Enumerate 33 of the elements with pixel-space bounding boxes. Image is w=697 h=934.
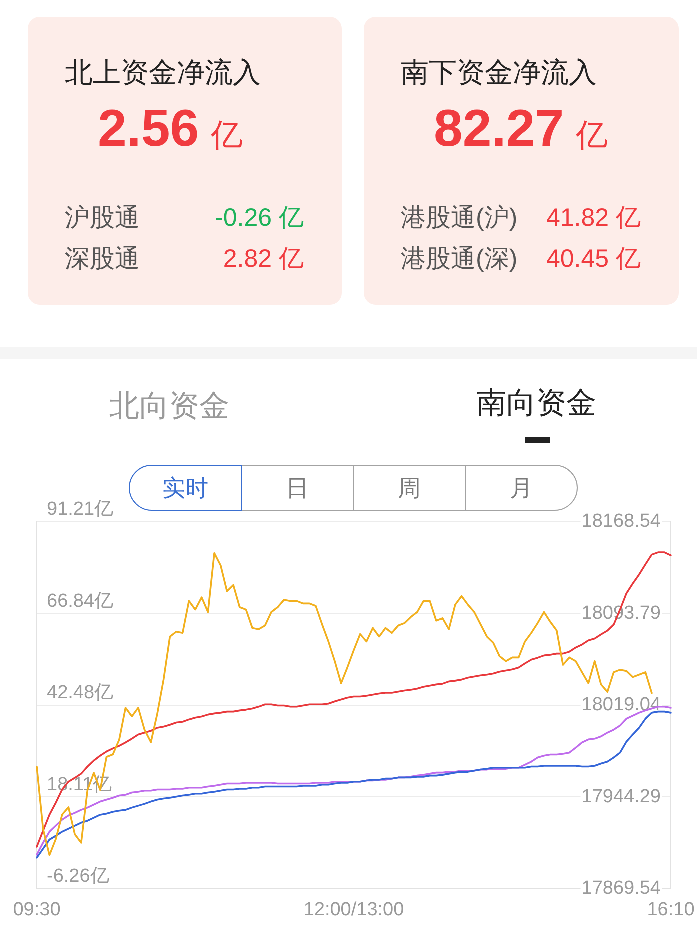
data-label: 41.82 亿 [546, 204, 641, 232]
data-label: 2.82 亿 [223, 245, 304, 273]
y-tick-label: 42.48亿 [47, 682, 114, 704]
y2-tick-label: 18168.54 [582, 511, 662, 532]
text: 南下资金净流入 [401, 57, 597, 88]
y2-tick-label: 17869.54 [582, 878, 662, 900]
category-label: 深股通 [65, 245, 140, 273]
y-tick-label: -6.26亿 [47, 866, 110, 888]
x-tick-label: 16:10 [647, 900, 695, 921]
y-tick-label: 66.84亿 [47, 590, 114, 612]
x-tick-label: 09:30 [13, 900, 61, 921]
category-label: 周 [398, 474, 421, 502]
category-label: 北向资金 [110, 390, 230, 423]
text: 北上资金净流入 [65, 57, 261, 88]
y2-tick-label: 17944.29 [582, 786, 661, 808]
text: 2.56 亿 [98, 100, 244, 158]
text: 82.27 亿 [434, 100, 608, 158]
data-label: -0.26 亿 [215, 204, 304, 232]
category-label: 港股通(深) [401, 245, 518, 273]
data-label: 40.45 亿 [546, 245, 641, 273]
segment-button: 实时 [129, 465, 242, 511]
category-label: 南向资金 [476, 387, 596, 420]
x-tick-label: 12:00/13:00 [304, 900, 404, 921]
category-label: 日 [286, 474, 309, 502]
segment-button: 周 [353, 465, 466, 511]
category-label: 沪股通 [65, 204, 140, 232]
category-label: 月 [510, 474, 533, 502]
category-label: 港股通(沪) [401, 204, 518, 232]
category-label: 实时 [162, 474, 208, 502]
segment-button: 日 [241, 465, 354, 511]
y2-tick-label: 18019.04 [582, 694, 662, 716]
segment-button: 月 [465, 465, 578, 511]
y-tick-label: 91.21亿 [47, 499, 114, 520]
